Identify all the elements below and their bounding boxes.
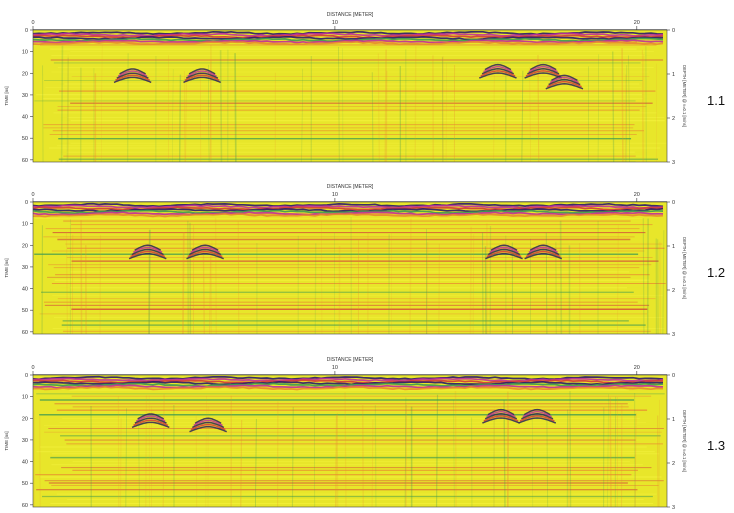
x-tick-label: 10: [332, 20, 338, 26]
time-axis: 0 10 20 30 40 50 60 TIME [ns]: [4, 28, 33, 164]
distance-axis: 0 10 20 DISTANCE [METER]: [31, 357, 667, 375]
y-tick-label: 30: [22, 93, 28, 99]
y2-tick-label: 1: [672, 244, 675, 250]
y2-tick-label: 3: [672, 332, 675, 338]
time-axis: 0 10 20 30 40 50 60 TIME [ns]: [4, 200, 33, 336]
radargram-image: [33, 30, 667, 162]
y-axis-label: TIME [ns]: [4, 258, 9, 277]
y2-tick-label: 0: [672, 28, 675, 34]
x-tick-label: 20: [634, 20, 640, 26]
y2-tick-label: 3: [672, 505, 675, 511]
y-tick-label: 40: [22, 115, 28, 121]
y2-tick-label: 0: [672, 200, 675, 206]
radargram-image: [33, 202, 667, 334]
y-tick-label: 0: [25, 200, 28, 206]
distance-axis: 0 10 20 DISTANCE [METER]: [31, 184, 667, 202]
y2-tick-label: 0: [672, 373, 675, 379]
y-tick-label: 50: [22, 481, 28, 487]
y-axis-label: TIME [ns]: [4, 86, 9, 105]
y-tick-label: 60: [22, 503, 28, 509]
y2-tick-label: 2: [672, 288, 675, 294]
panel-label: 1.2: [707, 265, 725, 280]
x-axis-label: DISTANCE [METER]: [327, 12, 374, 18]
time-axis: 0 10 20 30 40 50 60 TIME [ns]: [4, 373, 33, 509]
y-tick-label: 60: [22, 330, 28, 336]
y2-tick-label: 1: [672, 417, 675, 423]
y-tick-label: 60: [22, 158, 28, 164]
x-axis-label: DISTANCE [METER]: [327, 357, 374, 363]
y-tick-label: 10: [22, 50, 28, 56]
y2-axis-label: DEPTH [METER] @ v=0.1 [m/ns]: [682, 410, 687, 472]
x-tick-label: 20: [634, 365, 640, 371]
y-axis-label: TIME [ns]: [4, 431, 9, 450]
y-tick-label: 0: [25, 373, 28, 379]
x-tick-label: 0: [31, 365, 34, 371]
depth-axis: 0 1 2 3 DEPTH [METER] @ v=0.1 [m/ns]: [667, 373, 687, 511]
y-tick-label: 0: [25, 28, 28, 34]
panel-label: 1.1: [707, 93, 725, 108]
depth-axis: 0 1 2 3 DEPTH [METER] @ v=0.1 [m/ns]: [667, 200, 687, 338]
y-tick-label: 10: [22, 222, 28, 228]
y2-axis-label: DEPTH [METER] @ v=0.1 [m/ns]: [682, 237, 687, 299]
y-tick-label: 20: [22, 243, 28, 249]
y-tick-label: 30: [22, 265, 28, 271]
y-tick-label: 40: [22, 460, 28, 466]
y-tick-label: 50: [22, 308, 28, 314]
radargram-image: [33, 375, 667, 507]
y2-axis-label: DEPTH [METER] @ v=0.1 [m/ns]: [682, 65, 687, 127]
x-tick-label: 0: [31, 192, 34, 198]
y-tick-label: 20: [22, 71, 28, 77]
y-tick-label: 50: [22, 136, 28, 142]
y2-tick-label: 2: [672, 461, 675, 467]
x-axis-label: DISTANCE [METER]: [327, 184, 374, 190]
y-tick-label: 30: [22, 438, 28, 444]
x-tick-label: 0: [31, 20, 34, 26]
x-tick-label: 10: [332, 192, 338, 198]
x-tick-label: 20: [634, 192, 640, 198]
y2-tick-label: 2: [672, 116, 675, 122]
y2-tick-label: 3: [672, 160, 675, 166]
distance-axis: 0 10 20 DISTANCE [METER]: [31, 12, 667, 30]
y-tick-label: 20: [22, 416, 28, 422]
x-tick-label: 10: [332, 365, 338, 371]
y-tick-label: 10: [22, 395, 28, 401]
y2-tick-label: 1: [672, 72, 675, 78]
y-tick-label: 40: [22, 287, 28, 293]
panel-label: 1.3: [707, 438, 725, 453]
depth-axis: 0 1 2 3 DEPTH [METER] @ v=0.1 [m/ns]: [667, 28, 687, 166]
